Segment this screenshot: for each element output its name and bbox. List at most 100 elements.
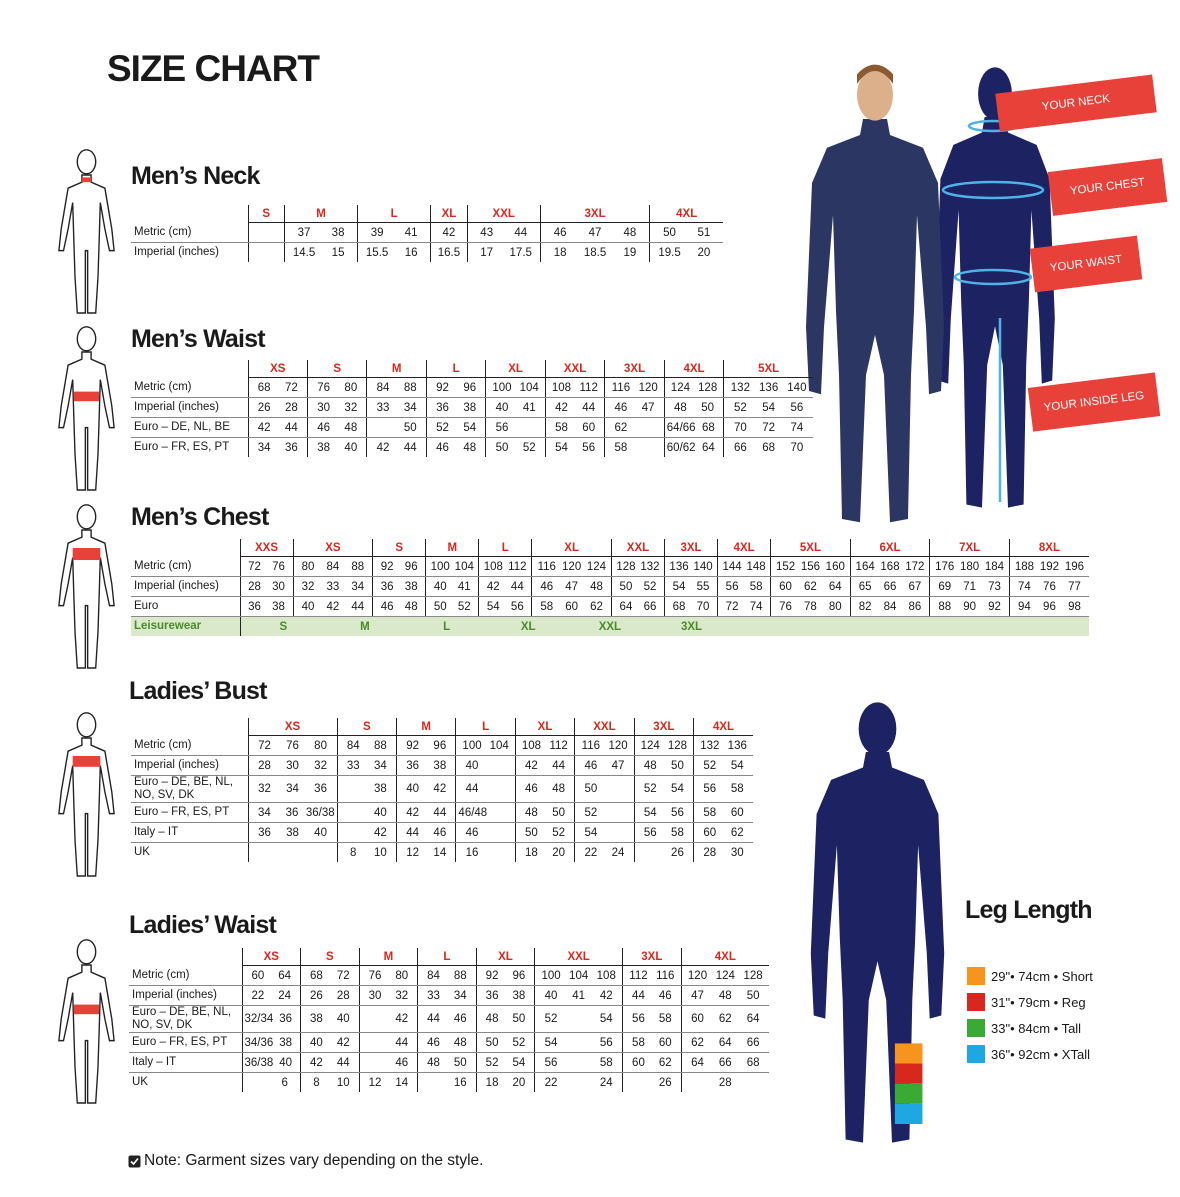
icon-body — [58, 174, 115, 314]
cell-values: 58 — [607, 442, 661, 454]
cell-value: 160 — [825, 560, 845, 573]
cell-value: 44 — [395, 1036, 409, 1049]
size-cell: 64 66 — [610, 596, 665, 617]
cell-values: 46 48 — [310, 422, 364, 434]
size-cell: 100 104 — [455, 735, 516, 756]
row-label: Italy – IT — [129, 1052, 242, 1073]
cell-value: 136 — [759, 381, 779, 394]
cell-value: 16 — [453, 1076, 467, 1089]
size-cell: 40 — [336, 802, 397, 823]
size-cell: 15.5 16 — [357, 242, 431, 262]
size-cell: 40 — [455, 755, 516, 776]
size-label: XS — [292, 539, 373, 557]
note: Note: Garment sizes vary depending on th… — [128, 1152, 483, 1170]
cell-value: 34 — [257, 441, 271, 454]
cell-values: 40 42 — [399, 783, 453, 795]
cell-value: 172 — [905, 560, 925, 573]
cell-values: 56 58 — [537, 1057, 620, 1069]
leg-band — [894, 1043, 923, 1064]
cell-value: 26 — [310, 989, 323, 1002]
size-cell: 36 38 — [372, 576, 426, 597]
cell-values: 50 52 — [479, 1037, 533, 1049]
row-label: Euro — [131, 596, 240, 617]
size-cell: 44 — [358, 1032, 418, 1053]
cell-values: 47 48 50 — [684, 990, 767, 1002]
cell-values: 43 44 — [470, 227, 538, 239]
cell-value: 46 — [453, 1013, 467, 1025]
size-cell: 36 38 — [475, 985, 535, 1006]
cell-values: 46 — [458, 827, 512, 839]
cell-value: 40 — [314, 826, 327, 839]
cell-values: 16 — [458, 847, 512, 859]
cell-values: 52 54 — [637, 783, 691, 795]
cell-values: 14.5 15 — [287, 247, 355, 259]
section-heading: Men’s Chest — [131, 503, 269, 531]
size-cell: 54 56 — [478, 596, 532, 617]
cell-value: 36 — [406, 759, 420, 772]
icon-band — [72, 756, 101, 767]
cell-value: 42 — [374, 826, 387, 839]
cell-blank — [362, 1057, 389, 1069]
cell-value: 196 — [1064, 560, 1085, 573]
size-label: XL — [531, 539, 612, 557]
size-cell: 42 44 — [247, 417, 308, 438]
cell-value: 64 — [828, 580, 842, 593]
cell-value: 92 — [436, 381, 449, 394]
cell-blank — [635, 422, 662, 434]
cell-values: 46 47 48 — [534, 581, 609, 593]
cell-value: 68 — [702, 421, 715, 434]
size-cell: 108 112 — [478, 556, 532, 577]
size-cell: 28 30 — [693, 842, 753, 862]
cell-value: 132 — [700, 739, 720, 752]
size-label: S — [247, 205, 285, 223]
size-cell: 62 64 66 — [680, 1032, 769, 1053]
cell-values: 36 38 — [429, 402, 483, 414]
cell-values: 46 48 — [518, 783, 572, 795]
size-cell: 8 10 — [300, 1072, 360, 1092]
cell-value: 50 — [485, 1036, 499, 1049]
size-cell: 44 46 — [396, 822, 456, 843]
cell-value: 184 — [984, 560, 1005, 573]
size-cell: 76 78 80 — [770, 596, 851, 617]
size-cell: 28 — [680, 1072, 769, 1092]
size-cell: 50 51 — [649, 222, 723, 243]
cell-values: 46 — [362, 1057, 416, 1069]
size-cell: 34 36 — [247, 437, 308, 457]
row-label: Imperial (inches) — [134, 246, 219, 258]
cell-value: 100 — [492, 381, 512, 394]
cell-values: 120 124 128 — [684, 970, 767, 982]
cell-value: 56 — [510, 600, 524, 613]
cell-value: 42 — [433, 783, 447, 795]
size-cell: 132 136 — [693, 735, 753, 756]
cell-value: 108 — [596, 969, 616, 982]
cell-value: 18 — [553, 246, 567, 259]
leisurewear-size: L — [443, 620, 451, 633]
cell-values: 36 38 — [375, 581, 423, 593]
cell-value: 52 — [643, 580, 657, 593]
cell-value: 41 — [522, 401, 536, 414]
leg-band — [894, 1103, 923, 1124]
cell-value: 62 — [691, 1036, 704, 1049]
cell-value: 88 — [351, 560, 365, 573]
size-label: 3XL — [633, 718, 694, 736]
data-row: Imperial (inches) 28 30 32 33 34 36 38 40 42 44 46 4… — [131, 755, 753, 776]
cell-value: 74 — [1018, 580, 1031, 593]
cell-values: 12 14 — [362, 1077, 416, 1089]
cell-values: 68 72 — [303, 970, 357, 982]
cell-values: 56 58 — [625, 1013, 679, 1025]
size-cell: 84 88 — [366, 377, 427, 398]
size-cell: 116 120 — [604, 377, 665, 398]
cell-blank — [362, 1013, 389, 1025]
cell-value: 60 — [582, 421, 596, 434]
cell-value: 14.5 — [292, 246, 316, 259]
size-cell: 164 168 172 — [849, 556, 930, 577]
corner — [131, 205, 248, 223]
cell-value: 120 — [687, 969, 708, 982]
cell-value: 50 — [433, 600, 447, 613]
cell-value: 136 — [727, 739, 747, 752]
cell-values: 8 10 — [303, 1077, 357, 1089]
size-table: XS S M L XL XXL 3XL 4XL Metric (cm) 72 76 80 84 88 92 9… — [131, 718, 753, 862]
size-cell: 18 20 — [475, 1072, 535, 1092]
cell-value: 20 — [697, 246, 711, 259]
size-cell: 56 58 — [693, 775, 753, 803]
